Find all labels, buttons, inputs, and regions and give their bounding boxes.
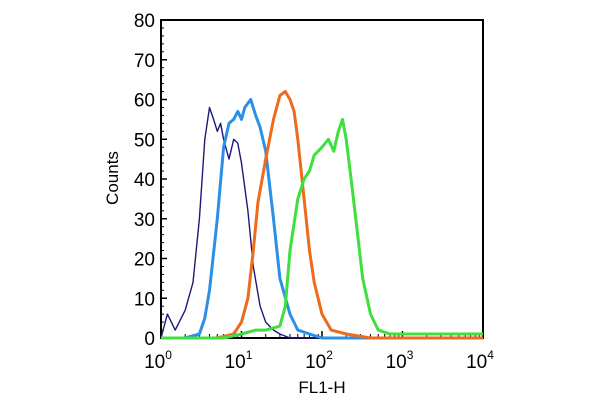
y-tick-label: 20 (134, 250, 155, 271)
x-tick-label: 100 (144, 348, 172, 373)
y-axis-ticks: 0 10 20 30 40 50 60 70 80 (134, 11, 167, 350)
y-tick-label: 60 (134, 91, 155, 112)
x-tick-label: 102 (305, 348, 333, 373)
x-tick-label: 101 (225, 348, 253, 373)
y-tick-label: 40 (134, 170, 155, 191)
y-axis-title: Counts (103, 151, 122, 205)
y-tick-label: 80 (134, 11, 155, 32)
histogram-series-4 (161, 117, 483, 340)
histogram-series-2 (161, 98, 483, 340)
x-tick-label: 103 (386, 348, 414, 373)
y-tick-label: 70 (134, 51, 155, 72)
histogram-series-3 (161, 90, 483, 340)
y-tick-label: 30 (134, 210, 155, 231)
series-layer (160, 90, 483, 340)
x-axis-title: FL1-H (298, 378, 345, 397)
y-tick-label: 0 (144, 329, 155, 350)
y-tick-label: 50 (134, 130, 155, 151)
histogram-series-1 (160, 106, 483, 339)
y-tick-label: 10 (134, 289, 155, 310)
x-axis-ticks: 100 101 102 103 104 (144, 331, 494, 373)
x-tick-label: 104 (466, 348, 494, 373)
